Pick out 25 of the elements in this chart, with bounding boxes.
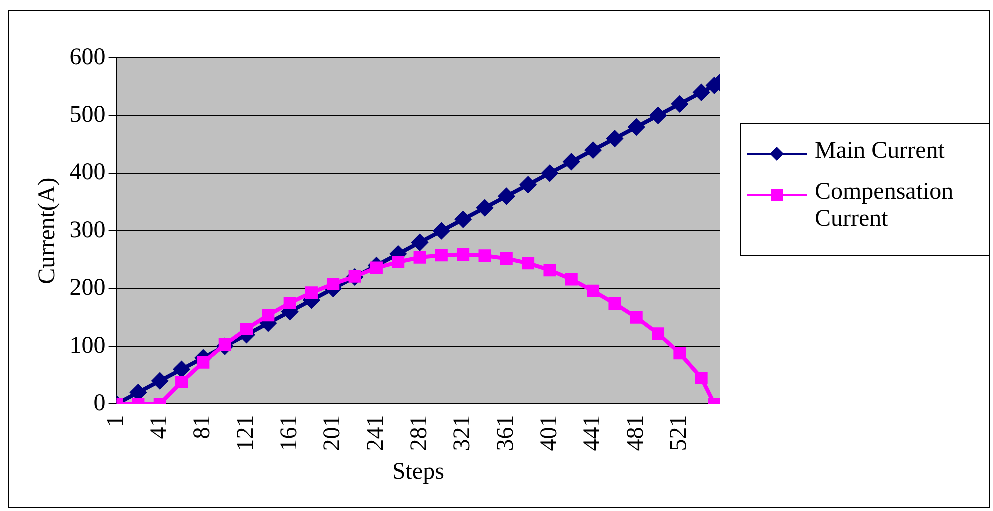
x-tick-label: 41 [146,415,172,440]
x-tick-label: 161 [276,415,302,452]
x-tick-label: 361 [492,415,519,452]
x-tick-label: 121 [233,415,260,452]
y-tick-label: 0 [94,390,106,416]
x-tick-label: 281 [406,415,432,452]
x-tick-label: 521 [666,415,692,452]
x-tick-label: 241 [363,415,390,452]
legend-label: Main Current [815,138,945,165]
x-tick-label: 201 [320,415,346,452]
x-tick-label: 401 [536,415,562,452]
x-tick-label: 481 [622,415,649,452]
y-tick-label: 600 [70,44,106,70]
y-tick-label: 100 [70,332,106,359]
x-axis-title: Steps [392,458,444,485]
y-tick-label: 200 [70,275,106,302]
x-tick-label: 81 [190,415,216,440]
x-tick-label: 1 [103,415,130,428]
y-tick-label: 500 [70,102,106,128]
x-tick-label: 441 [580,415,606,452]
x-tick-label: 321 [450,415,476,452]
y-tick-label: 400 [70,160,106,186]
y-tick-label: 300 [70,217,106,244]
legend-label: Compensation Current [815,179,955,233]
y-axis-title: Current(A) [34,178,61,284]
